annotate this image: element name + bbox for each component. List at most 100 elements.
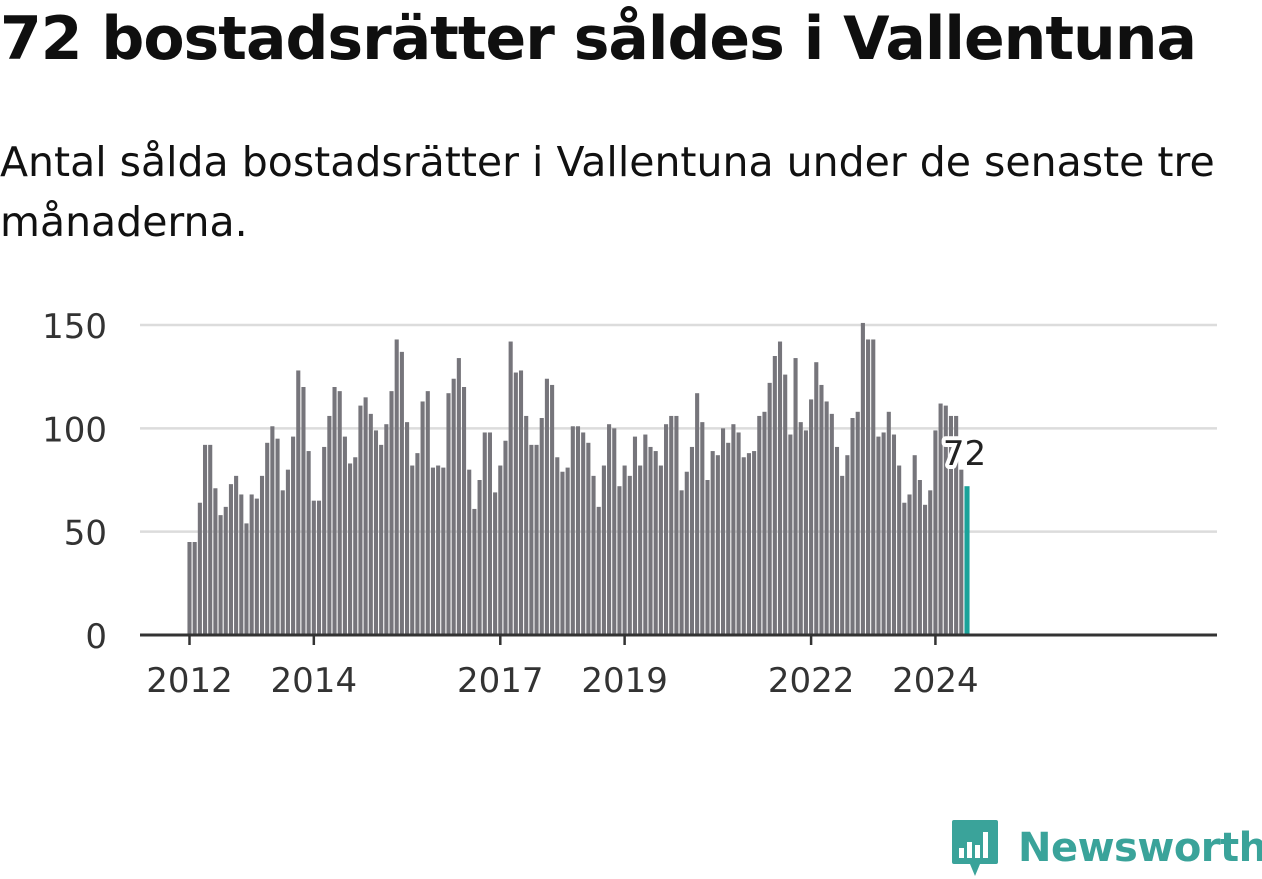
bar — [824, 401, 829, 635]
bar — [933, 430, 938, 635]
bar — [938, 403, 943, 635]
bar — [539, 418, 544, 635]
bar — [508, 341, 513, 635]
bar — [234, 475, 239, 635]
bar — [757, 415, 762, 635]
bar — [793, 358, 798, 635]
bar — [430, 467, 436, 635]
highlight-value-label: 72 — [943, 434, 986, 474]
brand-name: Newsworthy — [1018, 825, 1262, 871]
bar — [575, 426, 581, 635]
bar — [669, 415, 674, 635]
bar — [591, 475, 596, 635]
bar — [731, 424, 736, 635]
bar — [762, 411, 767, 635]
bar — [886, 411, 891, 635]
bar — [358, 405, 363, 635]
bar — [912, 455, 917, 635]
bar — [384, 424, 389, 635]
bar — [337, 391, 342, 635]
bar — [871, 339, 876, 635]
bar — [482, 432, 487, 635]
bar — [829, 413, 834, 635]
bar — [394, 339, 399, 635]
bar — [850, 418, 855, 635]
bar — [881, 432, 886, 635]
bar — [840, 475, 845, 635]
bar — [327, 415, 332, 635]
bar — [819, 384, 824, 635]
bar — [622, 465, 627, 635]
bar — [715, 455, 720, 635]
bar — [249, 494, 254, 635]
bar — [555, 457, 560, 635]
bar — [467, 469, 472, 635]
bar — [803, 430, 808, 635]
bar — [197, 502, 202, 635]
bar — [410, 465, 415, 635]
bar — [632, 436, 638, 635]
bar — [192, 542, 197, 635]
bar — [658, 465, 663, 635]
bar — [228, 484, 233, 635]
bar — [363, 397, 368, 635]
bar — [436, 465, 441, 635]
bar — [322, 446, 327, 635]
bar — [627, 475, 632, 635]
bar — [441, 467, 446, 635]
bar — [244, 523, 249, 635]
bar — [259, 475, 265, 635]
bar — [860, 322, 865, 635]
bar — [254, 498, 259, 635]
data-labels: 72 — [939, 430, 990, 478]
bar — [923, 504, 928, 635]
bar — [550, 384, 555, 635]
bar-chart: 0 50 100 150 2012 2014 2017 2019 2022 2024 72 — [42, 307, 1217, 701]
bar — [897, 465, 902, 635]
bar — [389, 391, 394, 635]
bar — [379, 444, 384, 635]
bar — [493, 492, 498, 635]
bar — [311, 500, 316, 635]
bar — [291, 436, 296, 635]
bar — [472, 508, 477, 635]
bar — [544, 378, 549, 635]
bar — [746, 453, 751, 635]
bar — [814, 362, 819, 635]
bar — [684, 471, 689, 635]
bar — [700, 422, 705, 635]
bar — [461, 387, 467, 635]
bar — [798, 422, 803, 635]
bar — [907, 494, 912, 635]
bar — [653, 451, 658, 635]
bar — [612, 428, 617, 635]
bar — [518, 370, 524, 635]
bar — [353, 457, 358, 635]
bar — [664, 424, 669, 635]
bar — [280, 490, 285, 635]
bar — [218, 515, 223, 635]
bar — [223, 506, 228, 635]
bar — [695, 393, 700, 635]
bar — [726, 442, 731, 635]
bar — [524, 415, 529, 635]
bar — [265, 442, 270, 635]
bar — [285, 469, 290, 635]
bar — [674, 415, 679, 635]
bar — [239, 494, 244, 635]
bar — [477, 480, 482, 635]
bar — [891, 434, 897, 635]
bar — [446, 393, 451, 635]
bar — [954, 415, 959, 635]
bar — [643, 434, 648, 635]
y-tick-label: 50 — [64, 514, 107, 554]
bar — [876, 436, 881, 635]
bar — [415, 453, 420, 635]
bar — [705, 480, 710, 635]
bar — [301, 387, 306, 635]
bar — [560, 471, 565, 635]
bar — [529, 444, 534, 635]
x-tick-label: 2017 — [457, 661, 544, 701]
x-tick-label: 2022 — [768, 661, 855, 701]
y-tick-label: 0 — [85, 617, 107, 657]
